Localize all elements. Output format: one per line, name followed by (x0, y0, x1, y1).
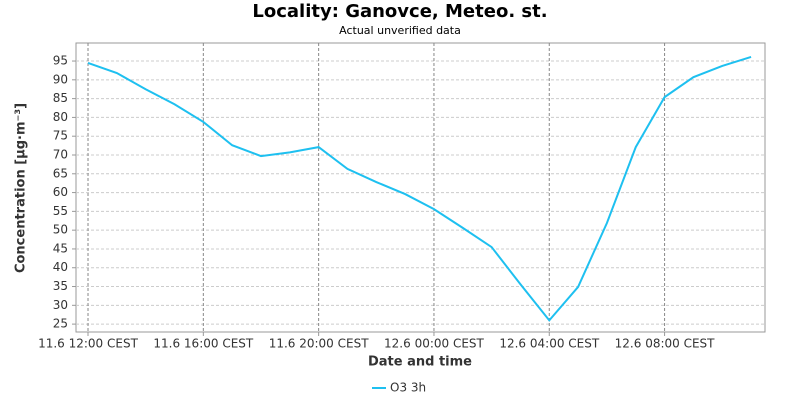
y-tick-label: 75 (53, 129, 68, 143)
y-tick-label: 35 (53, 279, 68, 293)
y-axis-label: Concentration [µg·m⁻³] (14, 103, 29, 273)
plot-area (75, 42, 766, 333)
y-tick-label: 95 (53, 54, 68, 68)
y-tick-label: 50 (53, 223, 68, 237)
chart-subtitle: Actual unverified data (339, 24, 461, 37)
chart-title: Locality: Ganovce, Meteo. st. (252, 1, 547, 22)
x-tick-label: 11.6 16:00 CEST (153, 337, 254, 351)
legend-label: O3 3h (390, 381, 426, 395)
y-tick-label: 70 (53, 147, 68, 161)
x-axis-label: Date and time (368, 355, 472, 370)
y-tick-label: 80 (53, 110, 68, 124)
y-tick-label: 85 (53, 91, 68, 105)
x-tick-label: 11.6 12:00 CEST (38, 337, 139, 351)
y-tick-label: 25 (53, 317, 68, 331)
y-tick-label: 40 (53, 260, 68, 274)
x-tick-label: 11.6 20:00 CEST (269, 337, 370, 351)
y-tick-label: 60 (53, 185, 68, 199)
y-tick-label: 45 (53, 241, 68, 255)
x-tick-label: 12.6 04:00 CEST (499, 337, 600, 351)
y-tick-label: 55 (53, 204, 68, 218)
y-tick-label: 90 (53, 72, 68, 86)
y-tick-label: 30 (53, 298, 68, 312)
y-tick-label: 65 (53, 166, 68, 180)
data-line (87, 55, 752, 322)
x-tick-label: 12.6 00:00 CEST (384, 337, 485, 351)
x-tick-label: 12.6 08:00 CEST (615, 337, 716, 351)
